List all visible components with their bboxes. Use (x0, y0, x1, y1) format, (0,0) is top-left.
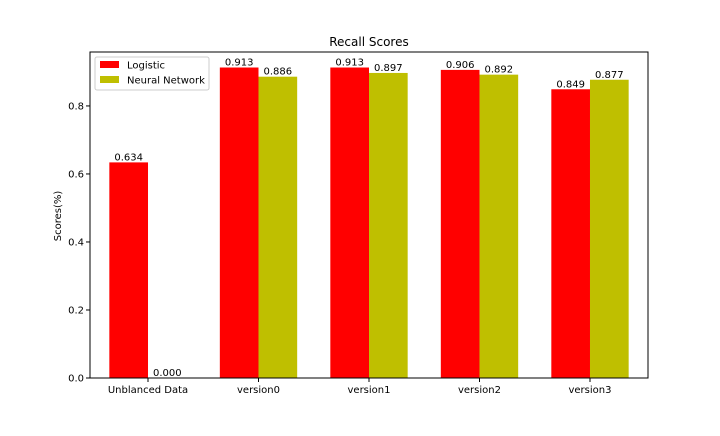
legend-label-neural-network: Neural Network (127, 76, 205, 87)
bar-neural-network-3 (479, 74, 519, 379)
data-label-logistic-0: 0.634 (114, 152, 143, 163)
bar-logistic-1 (219, 67, 259, 378)
bar-neural-network-2 (369, 72, 408, 378)
legend-label-logistic: Logistic (127, 61, 165, 72)
x-tick-label: version2 (458, 385, 501, 396)
bar-logistic-2 (330, 67, 369, 378)
data-label-neural-network-3: 0.892 (485, 65, 514, 76)
y-axis: 0.0 0.2 0.4 0.6 0.8 (68, 101, 90, 385)
legend-swatch-logistic (100, 61, 119, 68)
y-axis-label: Scores(%) (53, 191, 64, 242)
bars-layer (109, 67, 629, 379)
data-label-neural-network-4: 0.877 (595, 70, 624, 81)
legend-swatch-neural-network (100, 76, 119, 83)
x-tick-label: version3 (568, 385, 611, 396)
data-label-logistic-3: 0.906 (446, 60, 475, 71)
bar-logistic-3 (440, 69, 480, 378)
data-label-neural-network-0: 0.000 (153, 368, 182, 379)
data-label-neural-network-2: 0.897 (374, 63, 403, 74)
data-label-logistic-2: 0.913 (335, 58, 364, 69)
x-tick-label: Unblanced Data (108, 385, 188, 396)
legend-box (94, 56, 210, 91)
y-tick-label: 0.8 (68, 101, 84, 112)
data-label-logistic-4: 0.849 (556, 79, 585, 90)
legend: Logistic Neural Network (94, 56, 210, 91)
x-tick-label: version0 (237, 385, 280, 396)
x-tick-label: version1 (348, 385, 391, 396)
chart-title: Recall Scores (329, 35, 408, 49)
y-tick-label: 0.4 (68, 237, 84, 248)
data-labels-layer: 0.634 0.913 0.913 0.906 0.849 0.000 0.886 0.897… (114, 58, 623, 379)
y-tick-label: 0.6 (68, 169, 84, 180)
x-axis: Unblanced Data version0 version1 version2 ve… (108, 378, 611, 396)
y-tick-label: 0.2 (68, 305, 84, 316)
bar-logistic-4 (551, 89, 590, 379)
data-label-logistic-1: 0.913 (225, 58, 254, 69)
data-label-neural-network-1: 0.886 (264, 67, 293, 78)
bar-logistic-0 (109, 162, 149, 378)
bar-neural-network-4 (589, 79, 629, 378)
y-tick-label: 0.0 (68, 374, 84, 385)
plot-frame (89, 51, 649, 379)
bar-neural-network-1 (258, 76, 298, 378)
